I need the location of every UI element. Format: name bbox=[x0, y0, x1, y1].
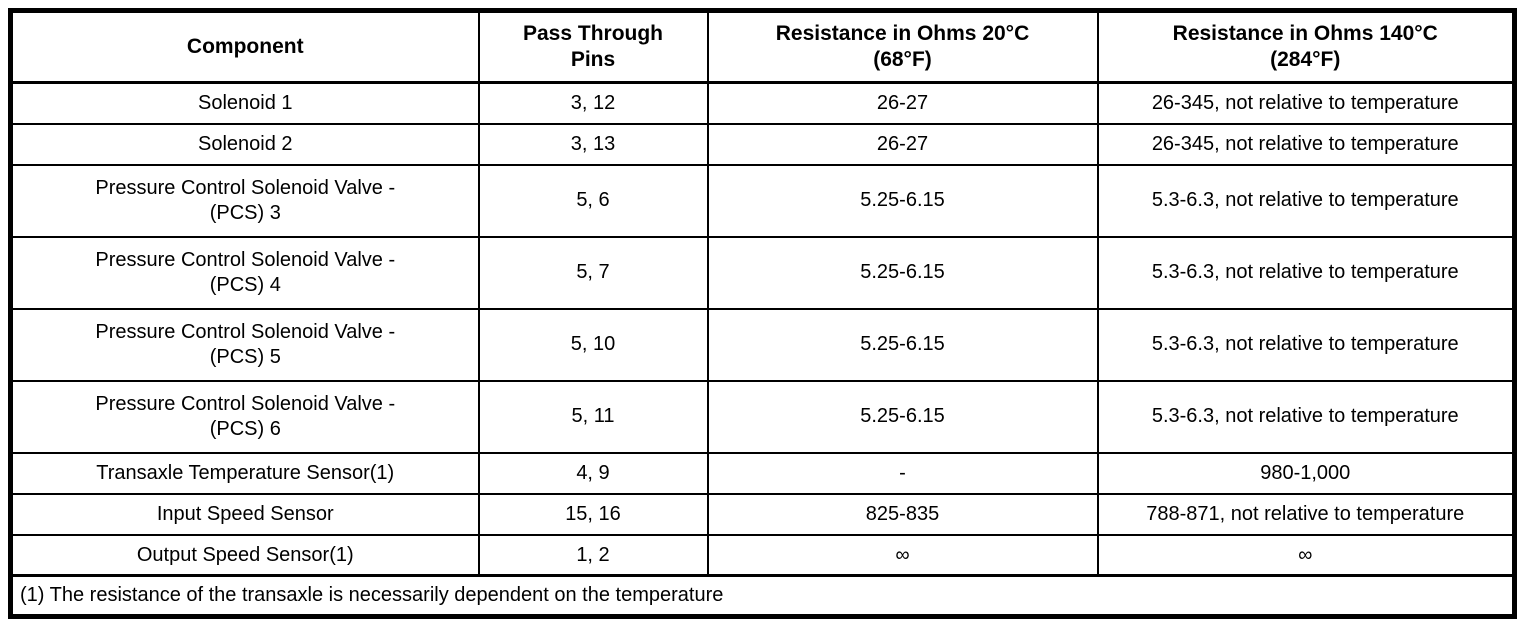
table-row-pcs-5: Pressure Control Solenoid Valve - (PCS) … bbox=[9, 307, 1516, 382]
resistance-20c-cell: ∞ bbox=[706, 533, 1099, 577]
table-row-transaxle-temp-sensor: Transaxle Temperature Sensor(1) 4, 9 - 9… bbox=[9, 451, 1516, 495]
resistance-140c-cell: 980-1,000 bbox=[1096, 451, 1516, 495]
resistance-140c-cell: 26-345, not relative to temperature bbox=[1096, 122, 1516, 166]
resistance-140c-cell: ∞ bbox=[1096, 533, 1516, 577]
header-component: Component bbox=[9, 9, 480, 84]
table-row-pcs-6: Pressure Control Solenoid Valve - (PCS) … bbox=[9, 379, 1516, 454]
resistance-140c-cell: 5.3-6.3, not relative to temperature bbox=[1096, 235, 1516, 310]
resistance-spec-table: Component Pass Through Pins Resistance i… bbox=[8, 8, 1517, 619]
resistance-140c-cell: 26-345, not relative to temperature bbox=[1096, 81, 1516, 125]
table-row-pcs-4: Pressure Control Solenoid Valve - (PCS) … bbox=[9, 235, 1516, 310]
resistance-20c-cell: 5.25-6.15 bbox=[706, 379, 1099, 454]
component-cell: Solenoid 1 bbox=[9, 81, 480, 125]
resistance-140c-cell: 5.3-6.3, not relative to temperature bbox=[1096, 379, 1516, 454]
pins-cell: 5, 6 bbox=[477, 163, 709, 238]
component-cell: Pressure Control Solenoid Valve - (PCS) … bbox=[9, 163, 480, 238]
resistance-20c-cell: 5.25-6.15 bbox=[706, 235, 1099, 310]
pins-cell: 4, 9 bbox=[477, 451, 709, 495]
component-cell: Input Speed Sensor bbox=[9, 492, 480, 536]
table-row-pcs-3: Pressure Control Solenoid Valve - (PCS) … bbox=[9, 163, 1516, 238]
component-cell: Solenoid 2 bbox=[9, 122, 480, 166]
resistance-20c-cell: 26-27 bbox=[706, 81, 1099, 125]
pins-cell: 1, 2 bbox=[477, 533, 709, 577]
resistance-20c-cell: 5.25-6.15 bbox=[706, 307, 1099, 382]
pins-cell: 3, 13 bbox=[477, 122, 709, 166]
resistance-140c-cell: 5.3-6.3, not relative to temperature bbox=[1096, 307, 1516, 382]
pins-cell: 15, 16 bbox=[477, 492, 709, 536]
resistance-20c-cell: 825-835 bbox=[706, 492, 1099, 536]
table-row-input-speed-sensor: Input Speed Sensor 15, 16 825-835 788-87… bbox=[9, 492, 1516, 536]
component-cell: Pressure Control Solenoid Valve - (PCS) … bbox=[9, 379, 480, 454]
resistance-20c-cell: 5.25-6.15 bbox=[706, 163, 1099, 238]
table-row-output-speed-sensor: Output Speed Sensor(1) 1, 2 ∞ ∞ bbox=[9, 533, 1516, 577]
component-cell: Pressure Control Solenoid Valve - (PCS) … bbox=[9, 307, 480, 382]
header-resistance-140c: Resistance in Ohms 140°C (284°F) bbox=[1096, 9, 1516, 84]
pins-cell: 5, 7 bbox=[477, 235, 709, 310]
resistance-20c-cell: - bbox=[706, 451, 1099, 495]
pins-cell: 5, 11 bbox=[477, 379, 709, 454]
header-resistance-20c: Resistance in Ohms 20°C (68°F) bbox=[706, 9, 1099, 84]
resistance-140c-cell: 788-871, not relative to temperature bbox=[1096, 492, 1516, 536]
header-row: Component Pass Through Pins Resistance i… bbox=[9, 9, 1516, 84]
footnote-text: (1) The resistance of the transaxle is n… bbox=[9, 574, 1516, 618]
pins-cell: 5, 10 bbox=[477, 307, 709, 382]
component-cell: Output Speed Sensor(1) bbox=[9, 533, 480, 577]
component-cell: Transaxle Temperature Sensor(1) bbox=[9, 451, 480, 495]
footnote-row: (1) The resistance of the transaxle is n… bbox=[9, 574, 1516, 618]
resistance-140c-cell: 5.3-6.3, not relative to temperature bbox=[1096, 163, 1516, 238]
table-row-solenoid-1: Solenoid 1 3, 12 26-27 26-345, not relat… bbox=[9, 81, 1516, 125]
resistance-20c-cell: 26-27 bbox=[706, 122, 1099, 166]
pins-cell: 3, 12 bbox=[477, 81, 709, 125]
component-cell: Pressure Control Solenoid Valve - (PCS) … bbox=[9, 235, 480, 310]
table-row-solenoid-2: Solenoid 2 3, 13 26-27 26-345, not relat… bbox=[9, 122, 1516, 166]
header-pass-through-pins: Pass Through Pins bbox=[477, 9, 709, 84]
